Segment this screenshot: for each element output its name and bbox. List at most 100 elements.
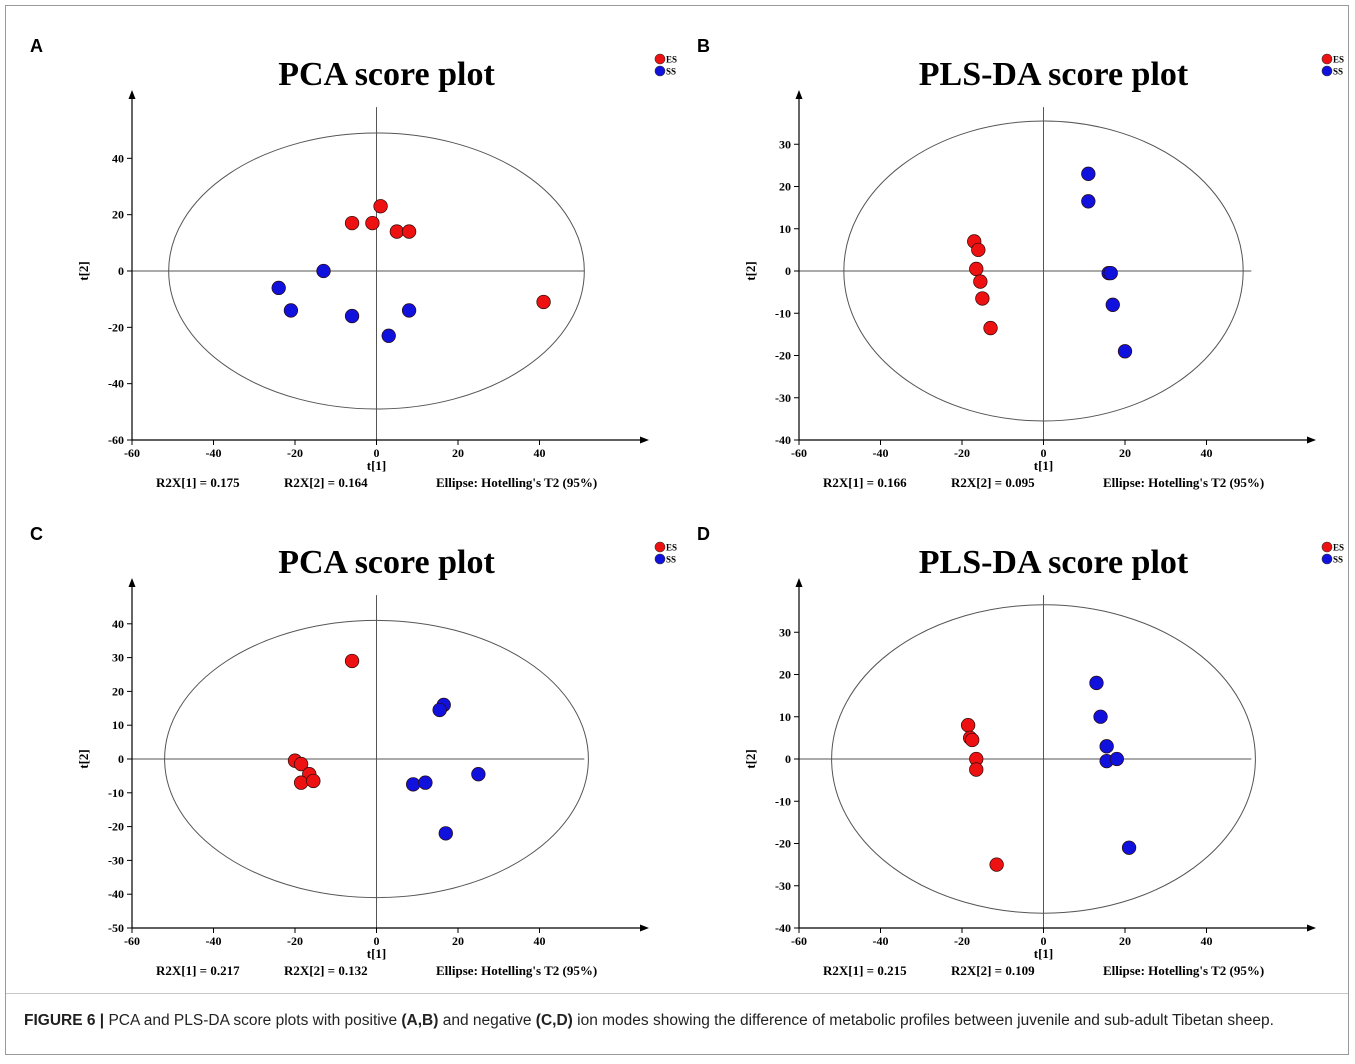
y-axis-arrow <box>128 90 136 99</box>
data-point-ss <box>406 777 421 792</box>
data-point-ss <box>381 328 396 343</box>
ellipse-note: Ellipse: Hotelling's T2 (95%) <box>436 963 597 978</box>
pca-score-plot-chart: PCA score plot ES SS -60 -40 -20 0 20 40 -60 -40 -2… <box>76 53 677 490</box>
data-point-ss <box>1121 840 1137 855</box>
r2x-label: R2X[2] = 0.164 <box>284 475 368 490</box>
y-tick-label: 30 <box>779 625 791 639</box>
data-point-es <box>983 320 998 336</box>
data-point-es <box>960 718 976 733</box>
x-tick-label: 0 <box>374 934 380 948</box>
x-axis-arrow <box>1307 436 1316 444</box>
x-tick-label: -40 <box>206 934 222 948</box>
legend-label: SS <box>666 555 676 565</box>
y-tick-label: -30 <box>108 853 124 867</box>
x-tick-label: 20 <box>1119 446 1131 460</box>
y-tick-label: 0 <box>118 264 124 278</box>
pca-score-plot-chart: PCA score plot ES SS -60 -40 -20 0 20 40 -50 -40 -3… <box>76 541 677 978</box>
legend-label: SS <box>1333 67 1343 77</box>
legend-marker-es <box>654 53 666 65</box>
caption-panel-ref: (A,B) <box>401 1012 439 1029</box>
y-tick-label: -30 <box>775 391 791 405</box>
x-tick-label: -60 <box>791 934 807 948</box>
x-tick-label: 40 <box>1201 934 1213 948</box>
r2x-label: R2X[1] = 0.175 <box>156 475 240 490</box>
panel-c: C PCA score plot ES SS -60 -40 -20 0 20 40 -50 -40… <box>6 494 682 982</box>
x-tick-label: 0 <box>1041 934 1047 948</box>
data-point-ss <box>271 280 286 296</box>
y-tick-label: -60 <box>108 433 124 447</box>
caption-divider <box>6 993 1348 994</box>
data-point-es <box>389 224 405 239</box>
legend-label: ES <box>1333 543 1344 553</box>
r2x-label: R2X[2] = 0.109 <box>951 963 1035 978</box>
y-tick-label: -10 <box>775 794 791 808</box>
data-point-es <box>536 294 551 310</box>
data-point-ss <box>1099 739 1114 754</box>
y-tick-label: 30 <box>112 651 124 665</box>
data-point-ss <box>1081 194 1096 209</box>
y-axis-arrow <box>128 578 136 587</box>
legend-marker-ss <box>654 553 666 565</box>
x-tick-label: 20 <box>452 446 464 460</box>
chart-title: PLS-DA score plot <box>919 544 1189 581</box>
data-point-es <box>344 653 360 669</box>
data-point-es <box>344 215 360 231</box>
y-axis-label: t[2] <box>743 749 758 769</box>
x-axis-arrow <box>1307 924 1316 932</box>
panel-letter: A <box>30 36 43 56</box>
y-tick-label: -10 <box>775 306 791 320</box>
legend-marker-ss <box>1321 553 1333 565</box>
legend-marker-ss <box>654 65 666 77</box>
data-point-ss <box>418 775 433 790</box>
y-tick-label: -40 <box>775 921 791 935</box>
y-tick-label: 20 <box>112 208 124 222</box>
ellipse-note: Ellipse: Hotelling's T2 (95%) <box>436 475 597 490</box>
y-tick-label: 10 <box>112 718 124 732</box>
x-axis-label: t[1] <box>1034 458 1054 473</box>
data-point-ss <box>1117 344 1133 359</box>
y-axis-label: t[2] <box>76 749 91 769</box>
chart-title: PCA score plot <box>278 56 495 93</box>
x-tick-label: -20 <box>287 446 303 460</box>
x-tick-label: -60 <box>124 934 140 948</box>
y-tick-label: -40 <box>108 887 124 901</box>
legend-label: ES <box>666 55 677 65</box>
panel-d: D PLS-DA score plot ES SS -60 -40 -20 0 20 40 -40… <box>673 494 1349 982</box>
r2x-label: R2X[1] = 0.217 <box>156 963 240 978</box>
x-tick-label: -60 <box>124 446 140 460</box>
data-point-ss <box>1103 265 1118 281</box>
y-tick-label: 0 <box>785 752 791 766</box>
legend-label: SS <box>666 67 676 77</box>
r2x-label: R2X[1] = 0.215 <box>823 963 907 978</box>
y-tick-label: 20 <box>112 684 124 698</box>
chart-title: PCA score plot <box>278 544 495 581</box>
data-point-es <box>365 215 380 231</box>
legend-marker-es <box>654 541 666 553</box>
y-tick-label: -40 <box>108 377 124 391</box>
caption-text-part: and negative <box>438 1012 536 1029</box>
chart-title: PLS-DA score plot <box>919 56 1189 93</box>
caption-panel-ref: (C,D) <box>535 1012 573 1029</box>
y-tick-label: -20 <box>775 349 791 363</box>
data-point-es <box>293 775 309 790</box>
data-point-ss <box>316 263 331 279</box>
x-tick-label: -40 <box>206 446 222 460</box>
r2x-label: R2X[1] = 0.166 <box>823 475 907 490</box>
y-axis-arrow <box>795 578 803 587</box>
data-point-es <box>973 274 988 289</box>
data-point-es <box>989 857 1004 872</box>
data-point-ss <box>344 308 360 324</box>
x-tick-label: -20 <box>287 934 303 948</box>
y-tick-label: 20 <box>779 668 791 682</box>
x-tick-label: -40 <box>873 934 889 948</box>
data-point-es <box>969 762 984 777</box>
data-point-ss <box>438 826 453 841</box>
panel-b: B PLS-DA score plot ES SS -60 -40 -20 0 20 40 -40… <box>673 6 1349 494</box>
legend-label: ES <box>1333 55 1344 65</box>
x-tick-label: 40 <box>534 934 546 948</box>
y-tick-label: -20 <box>108 320 124 334</box>
x-axis-label: t[1] <box>367 946 387 961</box>
data-point-es <box>969 261 984 277</box>
data-point-es <box>293 756 309 772</box>
